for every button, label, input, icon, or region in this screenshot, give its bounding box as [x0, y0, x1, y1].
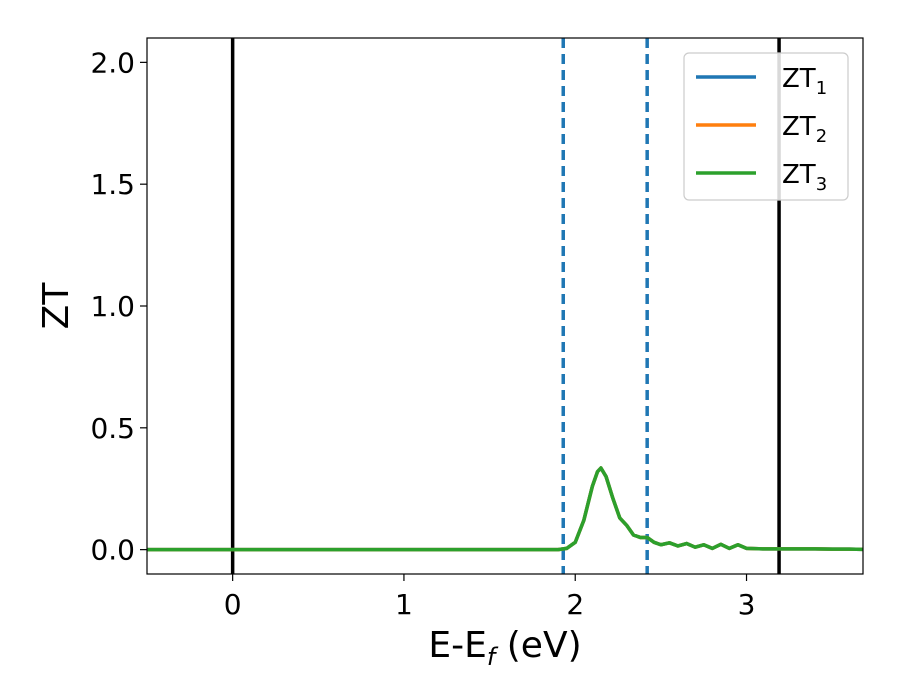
legend-label-2: ZT2 — [782, 112, 827, 147]
x-tick-label: 0 — [224, 588, 242, 621]
y-tick-label: 0.0 — [90, 534, 135, 567]
legend-label-1: ZT1 — [782, 64, 827, 99]
y-axis-title: ZT — [36, 282, 77, 330]
x-tick-label: 2 — [566, 588, 584, 621]
y-tick-label: 1.5 — [90, 168, 135, 201]
y-tick-label: 2.0 — [90, 46, 135, 79]
x-axis-title: E-Ef (eV) — [428, 625, 581, 671]
y-tick-label: 0.5 — [90, 412, 135, 445]
y-axis: 0.0 0.5 1.0 1.5 2.0 — [90, 46, 147, 567]
x-tick-label: 1 — [395, 588, 413, 621]
series-line-3 — [147, 466, 863, 552]
plot-area — [147, 38, 863, 574]
series-line-2 — [147, 466, 863, 552]
series-line-1 — [147, 466, 863, 552]
legend-label-3: ZT3 — [782, 160, 827, 195]
y-tick-label: 1.0 — [90, 290, 135, 323]
x-axis: 0 1 2 3 — [224, 574, 756, 621]
legend: ZT1 ZT2 ZT3 — [683, 52, 849, 201]
legend-box — [683, 52, 849, 201]
x-tick-label: 3 — [738, 588, 756, 621]
